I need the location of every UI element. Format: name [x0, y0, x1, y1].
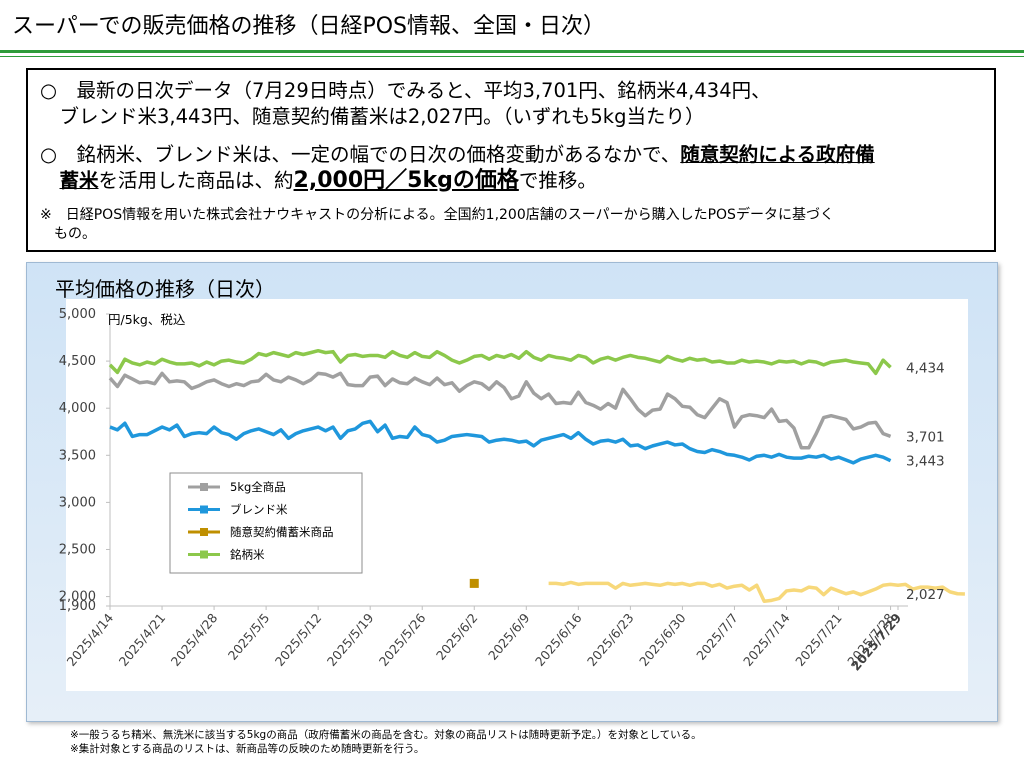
y-tick-label: 3,000	[59, 495, 96, 510]
y-axis-label: 円/5kg、税込	[108, 312, 186, 327]
y-tick-label: 1,900	[59, 599, 96, 614]
summary-bullet-1-line-a: ○ 最新の日次データ（7月29日時点）でみると、平均3,701円、銘柄米4,43…	[40, 79, 771, 102]
x-tick-label: 2025/4/14	[64, 610, 117, 669]
summary-bullet-2-highlight: 2,000円／5kgの価格	[293, 168, 519, 193]
legend-marker	[200, 528, 208, 536]
series-line	[108, 348, 892, 376]
summary-bullet-1-line-b: ブレンド米3,443円、随意契約備蓄米は2,027円。（いずれも5kg当たり）	[40, 105, 705, 128]
series-line	[548, 580, 965, 604]
y-tick-label: 2,500	[59, 542, 96, 557]
x-tick-label: 2025/6/23	[584, 610, 637, 669]
y-tick-label: 5,000	[59, 307, 96, 322]
series-line	[109, 419, 892, 465]
legend-marker	[200, 505, 208, 514]
summary-note-line-a: ※ 日経POS情報を用いた株式会社ナウキャストの分析による。全国約1,200店舗…	[40, 207, 834, 223]
footnote-1: ※一般うるち精米、無洗米に該当する5kgの商品（政府備蓄米の商品を含む。対象の商…	[70, 729, 702, 741]
summary-bullet-2: ○ 銘柄米、ブレンド米は、一定の幅での日次の価格変動があるなかで、随意契約による…	[40, 142, 990, 194]
x-tick-label: 2025/7/14	[740, 610, 793, 669]
legend-label: 5kg全商品	[230, 480, 286, 494]
legend-marker	[200, 483, 208, 491]
x-tick-label: 2025/6/16	[532, 610, 585, 669]
x-tick-label: 2025/5/5	[225, 610, 273, 663]
x-tick-label: 2025/7/7	[693, 610, 741, 663]
x-tick-label: 2025/4/21	[116, 610, 169, 669]
summary-bullet-2-text-a: ○ 銘柄米、ブレンド米は、一定の幅での日次の価格変動があるなかで、	[40, 143, 681, 166]
page-title: スーパーでの販売価格の推移（日経POS情報、全国・日次）	[12, 14, 606, 39]
x-tick-label: 2025/6/30	[636, 610, 689, 669]
summary-box: ○ 最新の日次データ（7月29日時点）でみると、平均3,701円、銘柄米4,43…	[26, 68, 996, 252]
summary-note-line-b: もの。	[40, 226, 96, 242]
legend-label: 随意契約備蓄米商品	[230, 525, 334, 539]
x-tick-label: 2025/5/26	[376, 610, 429, 669]
title-underline-thin	[0, 56, 1024, 57]
x-tick-label: 2025/7/29	[848, 610, 904, 673]
footnote-2: ※集計対象とする商品のリストは、新商品等の反映のため随時更新を行う。	[70, 743, 425, 755]
x-tick-label: 2025/5/19	[324, 610, 377, 669]
y-tick-label: 3,500	[59, 448, 96, 463]
y-tick-label: 4,000	[59, 401, 96, 416]
data-label: 3,443	[906, 454, 945, 470]
summary-bullet-2-underline-1: 随意契約による政府備	[680, 143, 875, 166]
x-tick-label: 2025/5/12	[272, 610, 325, 669]
y-tick-label: 2,000	[59, 590, 96, 605]
legend-marker	[200, 550, 208, 559]
legend-label: 銘柄米	[230, 548, 265, 562]
summary-bullet-1: ○ 最新の日次データ（7月29日時点）でみると、平均3,701円、銘柄米4,43…	[40, 78, 990, 130]
summary-bullet-2-text-b: を活用した商品は、約	[98, 169, 294, 192]
x-tick-label: 2025/6/2	[433, 610, 481, 663]
x-tick-label: 2025/6/9	[485, 610, 533, 663]
x-tick-label: 2025/4/28	[168, 610, 221, 669]
y-tick-label: 4,500	[59, 354, 96, 369]
data-label: 2,027	[906, 587, 945, 603]
footnotes: ※一般うるち精米、無洗米に該当する5kgの商品（政府備蓄米の商品を含む。対象の商…	[70, 728, 702, 756]
legend-label: ブレンド米	[230, 503, 288, 517]
data-label: 4,434	[906, 360, 945, 376]
summary-bullet-2-underline-2: 蓄米	[59, 169, 99, 192]
summary-note: ※ 日経POS情報を用いた株式会社ナウキャストの分析による。全国約1,200店舗…	[40, 206, 990, 244]
series-marker	[469, 578, 479, 588]
summary-bullet-2-text-c: で推移。	[518, 169, 597, 192]
title-underline	[0, 50, 1024, 53]
chart-panel-title: 平均価格の推移（日次）	[55, 277, 275, 301]
x-tick-label: 2025/7/21	[792, 610, 845, 669]
data-label: 3,701	[906, 429, 945, 445]
series-line	[108, 371, 892, 450]
